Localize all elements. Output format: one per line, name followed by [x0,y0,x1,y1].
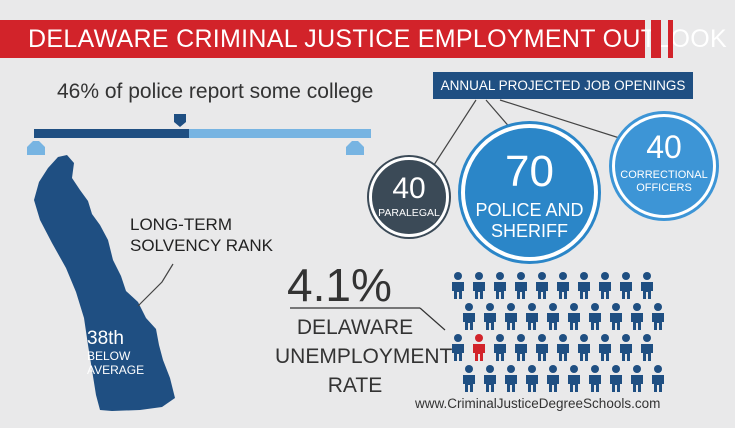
person-icon [610,303,622,330]
police-sheriff-label-line1: POLICE AND [475,200,584,220]
people-grid [452,272,664,392]
correctional-officers-circle: 40 CORRECTIONAL OFFICERS [612,114,716,218]
paralegal-label: PARALEGAL [378,207,440,219]
person-icon [599,334,611,361]
correctional-officers-value: 40 [646,129,682,165]
page-title: DELAWARE CRIMINAL JUSTICE EMPLOYMENT OUT… [28,25,727,53]
connector-line-paralegal [431,99,477,169]
correctional-officers-label-line1: CORRECTIONAL [620,169,708,181]
person-icon [515,334,527,361]
solvency-connector-line [137,263,174,307]
person-icon [526,365,538,392]
police-sheriff-circle: 70 POLICE AND SHERIFF [461,124,598,261]
person-icon [631,365,643,392]
title-banner [0,20,645,58]
bar-right-cap-icon [346,141,364,155]
unemployment-rate-value: 4.1% [287,259,392,311]
person-icon [589,303,601,330]
connector-line-police [485,99,513,131]
person-icon [610,365,622,392]
person-icon [536,272,548,299]
progress-marker-icon [174,114,186,127]
unemployment-label-line3: RATE [327,374,383,397]
person-icon [641,272,653,299]
police-sheriff-value: 70 [505,147,554,196]
person-icon [557,272,569,299]
person-icon [589,365,601,392]
person-icon [578,272,590,299]
person-icon [515,272,527,299]
person-icon [557,334,569,361]
person-icon [568,303,580,330]
unemployment-connector-line [419,307,446,331]
person-icon [652,365,664,392]
solvency-label-line2: SOLVENCY RANK [130,236,273,255]
paralegal-circle: 40 PARALEGAL [369,157,449,237]
person-icon [568,365,580,392]
person-icon [484,303,496,330]
person-icon [578,334,590,361]
solvency-rank-label: LONG-TERM SOLVENCY RANK [130,214,273,256]
person-icon [599,272,611,299]
correctional-officers-label-line2: OFFICERS [636,181,692,194]
solvency-rank-line3: AVERAGE [87,363,145,377]
person-icon [526,303,538,330]
college-stat-text: 46% of police report some college [57,80,374,103]
solvency-rank: 38th [87,328,124,349]
person-icon [631,303,643,330]
person-icon [620,272,632,299]
person-icon [494,334,506,361]
person-icon [473,272,485,299]
person-icon [494,272,506,299]
solvency-rank-line2: BELOW [87,349,131,363]
college-progress-track [189,129,371,138]
unemployment-label-line2: UNEMPLOYMENT [275,345,453,368]
unemployment-label-line1: DELAWARE [296,316,414,339]
person-icon [652,303,664,330]
delaware-map-icon [34,155,175,411]
connector-line-corrections [499,99,633,143]
paralegal-value: 40 [392,172,426,205]
person-icon [484,365,496,392]
person-icon [536,334,548,361]
solvency-label-line1: LONG-TERM [130,215,232,234]
person-icon [641,334,653,361]
solvency-rank-value: 38th BELOW AVERAGE [87,328,144,377]
title-accent-stripe [651,20,661,58]
person-icon [452,272,464,299]
police-sheriff-label-line2: SHERIFF [490,220,568,241]
person-icon-highlighted [473,334,485,361]
person-icon [452,334,464,361]
person-icon [505,303,517,330]
unemployment-rate-label: DELAWARE UNEMPLOYMENT RATE [275,313,453,400]
person-icon [547,303,559,330]
title-accent-stripe-thin [668,20,673,58]
bar-left-cap-icon [27,141,45,155]
job-openings-header: ANNUAL PROJECTED JOB OPENINGS [433,72,693,99]
person-icon [505,365,517,392]
college-progress-fill [34,129,189,138]
person-icon [463,303,475,330]
website-link[interactable]: www.CriminalJusticeDegreeSchools.com [415,396,661,411]
person-icon [620,334,632,361]
person-icon [547,365,559,392]
person-icon [463,365,475,392]
